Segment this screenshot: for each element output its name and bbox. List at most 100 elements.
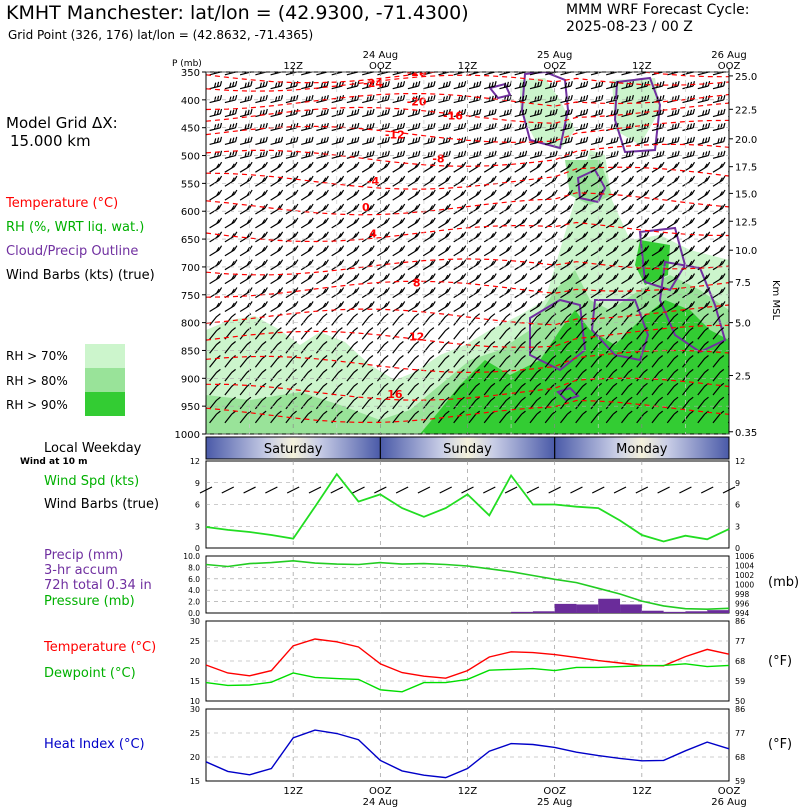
wind-barb (392, 136, 406, 145)
wind-barb (499, 382, 511, 396)
wind-barb (255, 245, 268, 257)
wind-barb (331, 136, 345, 145)
wind-barb (560, 327, 572, 340)
surface-wind-barb (570, 486, 583, 494)
wind-barb (605, 203, 619, 215)
degF-label-1: (°F) (768, 654, 793, 669)
wind-barb (209, 81, 223, 90)
wind-barb (636, 81, 650, 90)
wind-barb (331, 189, 345, 201)
wind-barb (666, 189, 680, 201)
wind-barb (468, 175, 482, 187)
wind-barb (285, 175, 299, 187)
precip-bar (576, 604, 599, 613)
wind-barb (544, 287, 558, 299)
wind-barb (727, 310, 729, 313)
wind-barb (209, 301, 223, 313)
wind-barb (255, 72, 267, 76)
cloud-outline-8 (488, 82, 512, 100)
surface-wind-barb (657, 486, 670, 494)
wind-barb (255, 122, 268, 132)
wind-barb (560, 341, 572, 354)
pressure-tick-label: 950 (181, 402, 200, 413)
wind-barb (255, 287, 268, 299)
surface-wind-barb (461, 486, 474, 494)
wind-barb (590, 94, 604, 104)
wind-barb (651, 94, 665, 104)
wind-barb (682, 175, 696, 187)
wind-barb (407, 189, 421, 201)
wind-barb (682, 231, 696, 243)
wind-barb (392, 287, 406, 299)
wind-barb (560, 396, 572, 410)
wind-barb (270, 245, 284, 257)
wind-barb (651, 355, 664, 368)
wind-barb (331, 203, 345, 215)
wind-barb (285, 203, 299, 215)
wind-barb (514, 108, 528, 118)
wind-barb (392, 245, 406, 257)
wind-barb (285, 150, 299, 159)
wind-barb (468, 245, 482, 257)
wind-barb (636, 150, 650, 159)
wind-barb (697, 189, 711, 201)
y-tick-label: 20 (190, 657, 200, 666)
wind-barb (529, 396, 542, 410)
wind-barb (621, 175, 635, 187)
wind-barb (666, 301, 680, 313)
degF-label-2: (°F) (768, 737, 793, 752)
wind-barb (575, 231, 589, 243)
wind-barb (605, 217, 619, 229)
wind-barb (727, 212, 729, 215)
pressure-tick-label: 650 (181, 235, 200, 246)
wind-barb (209, 122, 223, 132)
wind-barb (438, 122, 451, 132)
wind-barb (682, 396, 694, 410)
wind-barb (270, 396, 282, 410)
wind-barb (392, 217, 406, 229)
wind-barb (255, 175, 268, 187)
wind-barb (392, 368, 404, 382)
y-tick-label-right: 994 (735, 609, 750, 618)
wind-barb (514, 410, 526, 424)
wind-barb (545, 150, 558, 159)
y-tick-label-right: 1002 (735, 571, 754, 580)
wind-barb (239, 189, 253, 201)
wind-barb (483, 301, 497, 313)
temperature-contour (206, 192, 729, 216)
wind-barb (636, 410, 648, 424)
wind-barb (468, 72, 481, 76)
wind-barb (621, 203, 635, 215)
wind-barb (560, 313, 572, 326)
wind-barb (514, 396, 526, 410)
wind-barb (560, 94, 573, 104)
wind-barb (545, 94, 558, 104)
wind-barb (346, 161, 360, 173)
y-tick-label: 6 (195, 501, 200, 510)
wind-barb (224, 161, 238, 173)
y-tick-label-right: 996 (735, 600, 750, 609)
bottom-date-label: 26 Aug (711, 797, 746, 808)
wind-barb (636, 94, 650, 104)
cloud-outlines (488, 72, 727, 402)
wind-barb (682, 122, 695, 132)
wind-barb (270, 161, 284, 173)
wind-barb (666, 382, 679, 396)
wind-barb (605, 341, 618, 354)
wind-barb (453, 301, 467, 313)
wind-barb (666, 217, 680, 229)
wind-barb (254, 396, 267, 410)
wind-barb (285, 355, 297, 368)
wind-barb (316, 81, 329, 90)
wind-barb (483, 313, 496, 326)
wind-barb (651, 273, 665, 285)
wind-barb (254, 368, 267, 382)
wind-barb (209, 94, 223, 104)
wind-barb (209, 108, 223, 118)
wind-barb (529, 341, 542, 354)
heat-index-panel: 15 20 25 30 59 68 77 86 (190, 705, 745, 786)
wind-barb (422, 287, 436, 299)
wind-barb (224, 94, 238, 104)
page-title: KMHT Manchester: lat/lon = (42.9300, -71… (6, 2, 469, 24)
wind-barb (697, 94, 711, 104)
